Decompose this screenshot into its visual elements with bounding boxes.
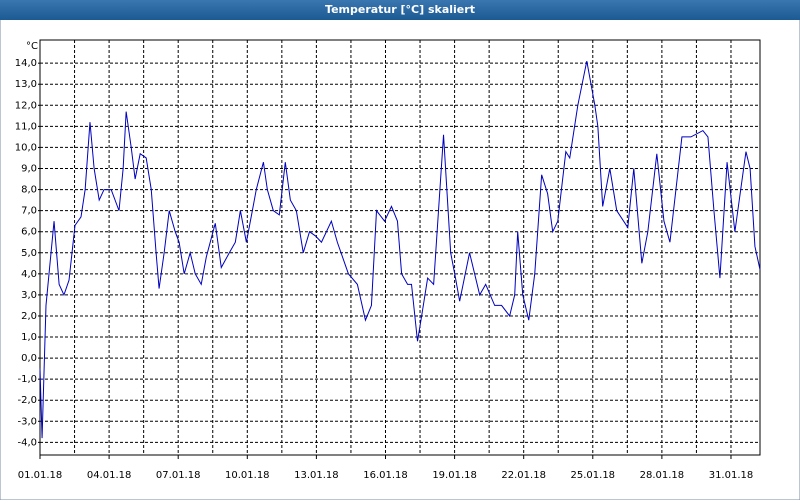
y-tick-label: 2,0 xyxy=(21,311,37,322)
title-bar xyxy=(0,0,800,20)
y-tick-label: 6,0 xyxy=(21,227,37,238)
x-tick-label: 28.01.18 xyxy=(640,470,685,481)
y-tick-label: 3,0 xyxy=(21,290,37,301)
x-tick-label: 19.01.18 xyxy=(432,470,477,481)
y-tick-label: 9,0 xyxy=(21,164,37,175)
y-tick-label: 4,0 xyxy=(21,269,37,280)
y-tick-label: 13,0 xyxy=(15,79,37,90)
x-tick-label: 04.01.18 xyxy=(87,470,132,481)
chart-title: Temperatur [°C] skaliert xyxy=(325,3,475,16)
x-tick-label: 07.01.18 xyxy=(156,470,201,481)
x-tick-label: 22.01.18 xyxy=(501,470,546,481)
x-tick-label: 13.01.18 xyxy=(294,470,339,481)
y-tick-label: -4,0 xyxy=(17,437,37,448)
y-tick-label: 10,0 xyxy=(15,142,37,153)
y-tick-label: 12,0 xyxy=(15,100,37,111)
y-tick-label: -3,0 xyxy=(17,416,37,427)
x-tick-label: 25.01.18 xyxy=(571,470,616,481)
y-tick-label: 7,0 xyxy=(21,206,37,217)
y-unit: °C xyxy=(26,41,38,52)
y-tick-label: 11,0 xyxy=(15,121,37,132)
y-tick-label: -1,0 xyxy=(17,374,37,385)
x-tick-label: 16.01.18 xyxy=(363,470,408,481)
x-tick-label: 01.01.18 xyxy=(18,470,63,481)
y-tick-label: -2,0 xyxy=(17,395,37,406)
x-tick-label: 31.01.18 xyxy=(709,470,754,481)
data-line xyxy=(39,60,761,439)
y-tick-label: 14,0 xyxy=(15,58,37,69)
x-tick-label: 10.01.18 xyxy=(225,470,270,481)
y-tick-label: 5,0 xyxy=(21,248,37,259)
y-tick-label: 8,0 xyxy=(21,185,37,196)
y-tick-label: 1,0 xyxy=(21,332,37,343)
y-tick-label: 0,0 xyxy=(21,353,37,364)
